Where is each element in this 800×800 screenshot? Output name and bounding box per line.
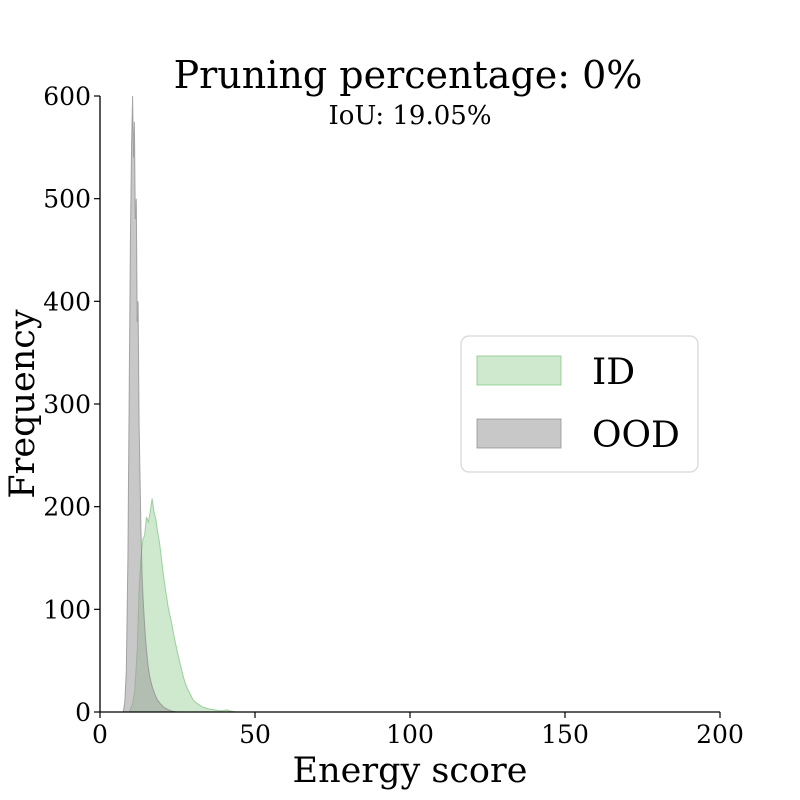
y-axis-label: Frequency: [3, 309, 43, 499]
x-axis-ticks: 0 50 100 150 200: [92, 712, 744, 749]
legend: ID OOD: [460, 335, 699, 473]
x-tick-label: 100: [386, 720, 434, 749]
y-tick-label: 600: [43, 82, 91, 111]
legend-label-ood: OOD: [592, 415, 680, 456]
x-axis-label: Energy score: [293, 751, 528, 791]
y-tick-label: 200: [43, 493, 91, 522]
chart-title: Pruning percentage: 0%: [174, 53, 643, 97]
legend-label-id: ID: [592, 352, 635, 393]
x-tick-label: 50: [239, 720, 271, 749]
plot-area: [122, 95, 237, 713]
x-tick-label: 200: [696, 720, 744, 749]
series-area-ood: [122, 95, 178, 713]
chart-subtitle: IoU: 19.05%: [328, 101, 491, 131]
legend-swatch-id: [476, 355, 562, 386]
y-tick-label: 300: [43, 390, 91, 419]
y-tick-label: 0: [75, 698, 91, 727]
series-area-id: [128, 498, 237, 713]
y-tick-label: 400: [43, 287, 91, 316]
x-tick-label: 0: [92, 720, 108, 749]
legend-swatch-ood: [476, 418, 562, 449]
y-tick-label: 100: [43, 595, 91, 624]
y-tick-label: 500: [43, 185, 91, 214]
x-tick-label: 150: [541, 720, 589, 749]
y-axis-ticks: 0 100 200 300 400 500 600: [43, 82, 100, 727]
